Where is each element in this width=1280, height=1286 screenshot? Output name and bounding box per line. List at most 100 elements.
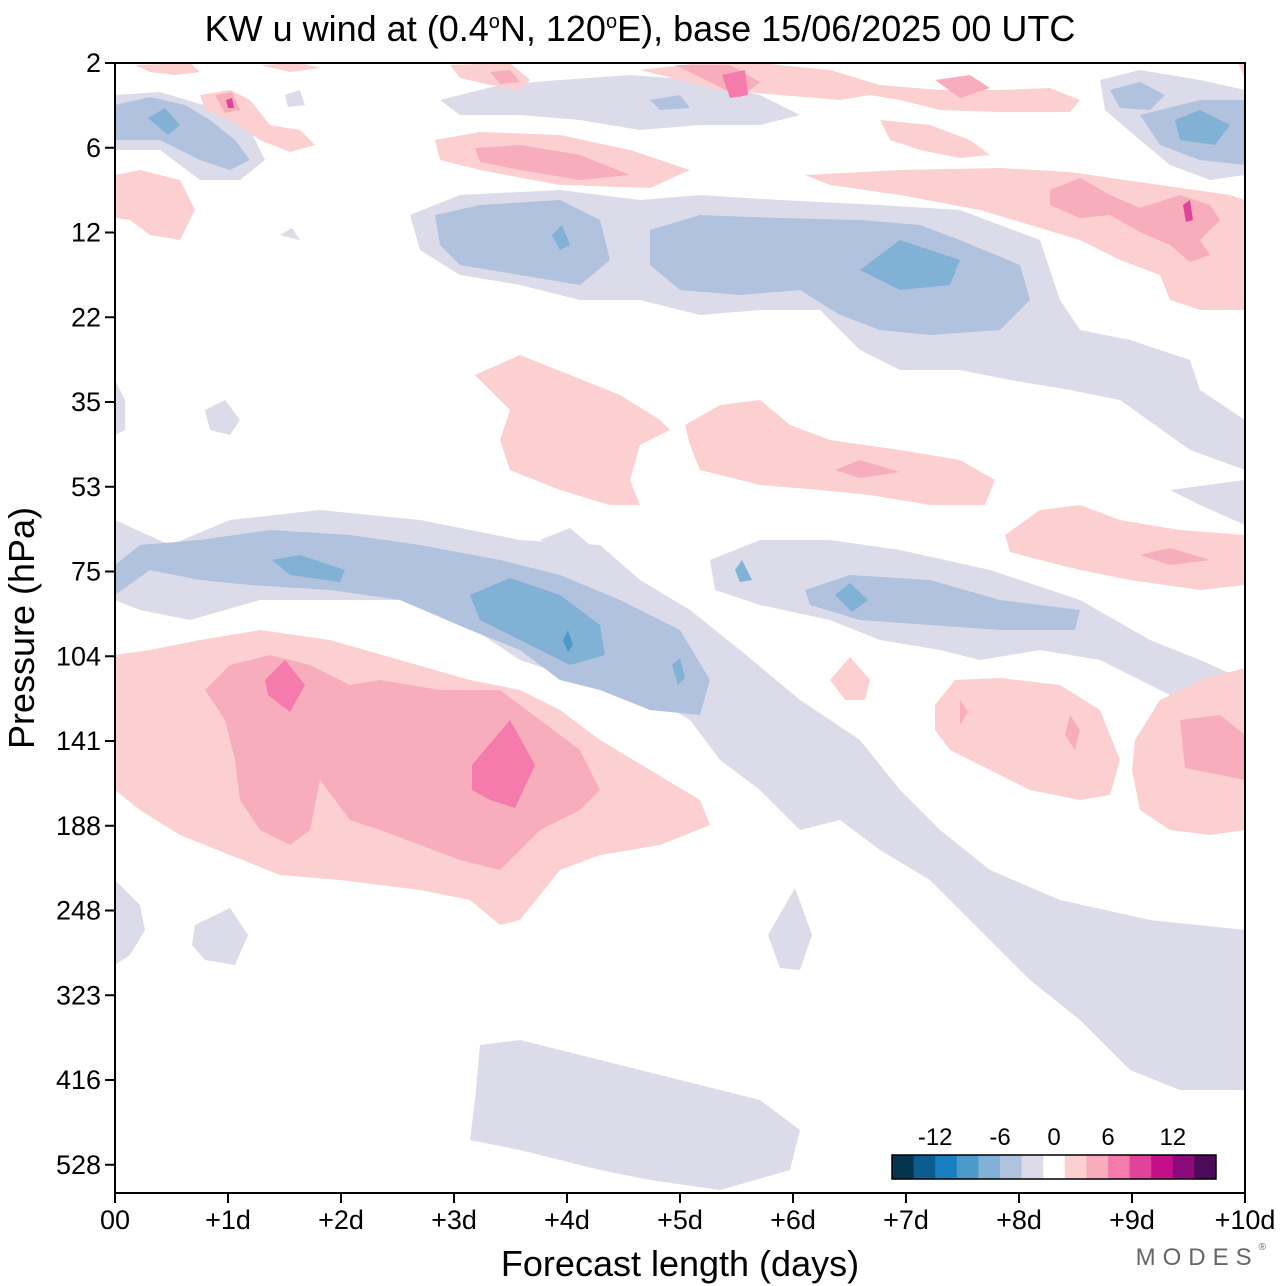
contour-pos-strong xyxy=(472,720,535,808)
contour-pos-weak xyxy=(1005,505,1245,590)
contour-pos-weak xyxy=(135,63,200,75)
contour-neg-weak xyxy=(470,1040,800,1190)
colorbar-swatch xyxy=(1194,1155,1217,1179)
contour-neg-weak xyxy=(410,190,1245,470)
colorbar-label: -12 xyxy=(918,1124,953,1151)
contour-pos-weak xyxy=(115,690,138,735)
y-tick-label: 6 xyxy=(86,133,101,163)
y-tick-label: 104 xyxy=(56,641,101,671)
contour-neg-weak xyxy=(1170,480,1245,525)
y-axis-label: Pressure (hPa) xyxy=(1,507,42,749)
colorbar-swatch xyxy=(1064,1155,1087,1179)
x-tick-label: 00 xyxy=(100,1205,130,1235)
contour-neg-strong xyxy=(735,560,752,582)
y-tick-label: 188 xyxy=(56,811,101,841)
x-tick-label: +8d xyxy=(996,1205,1042,1235)
contour-neg-strong xyxy=(563,630,573,652)
contour-pos-weak xyxy=(935,678,1120,800)
colorbar-legend: -12 -6 0 6 12 xyxy=(891,1124,1217,1180)
colorbar-swatch xyxy=(1086,1155,1109,1179)
colorbar-swatch xyxy=(892,1155,915,1179)
contour-pos-mid xyxy=(960,700,968,725)
contour-pos-weak xyxy=(115,170,195,240)
colorbar-swatch xyxy=(1151,1155,1174,1179)
contour-pos-mid xyxy=(935,75,990,98)
contour-neg-mid xyxy=(435,200,610,285)
y-tick-label: 141 xyxy=(56,726,101,756)
contour-neg-mid xyxy=(650,95,690,110)
contour-neg-mid xyxy=(650,215,1030,335)
x-tick-label: +1d xyxy=(205,1205,251,1235)
x-axis-label: Forecast length (days) xyxy=(501,1243,859,1284)
contour-pos-mid xyxy=(1065,715,1080,750)
contour-neg-mid xyxy=(115,97,250,170)
contour-pos-mid xyxy=(835,460,900,478)
y-axis: 2 6 12 22 35 53 75 104 141 188 248 323 416 528 xyxy=(56,48,115,1180)
y-tick-label: 528 xyxy=(56,1150,101,1180)
x-tick-label: +5d xyxy=(657,1205,703,1235)
colorbar-label: 6 xyxy=(1101,1124,1114,1151)
contour-layer xyxy=(115,63,1245,1190)
colorbar-swatch xyxy=(913,1155,936,1179)
contour-pos-weak xyxy=(1238,63,1245,78)
colorbar-swatch xyxy=(978,1155,1001,1179)
y-tick-label: 323 xyxy=(56,980,101,1010)
contour-pos-strong xyxy=(226,98,234,108)
y-tick-label: 12 xyxy=(71,218,101,248)
contour-pos-strong xyxy=(1183,200,1193,222)
colorbar-swatch xyxy=(1021,1155,1044,1179)
contour-neg-mid xyxy=(115,530,710,715)
colorbar-label: -6 xyxy=(989,1124,1010,1151)
y-tick-label: 75 xyxy=(71,557,101,587)
colorbar-swatch xyxy=(956,1155,979,1179)
colorbar-frame xyxy=(891,1154,1217,1180)
contour-neg-weak xyxy=(115,880,145,965)
y-tick-label: 416 xyxy=(56,1065,101,1095)
contour-neg-strong xyxy=(148,108,180,135)
x-axis: 00 +1d +2d +3d +4d +5d +6d +7d +8d +9d +10d xyxy=(100,1193,1275,1235)
contour-pos-mid xyxy=(1180,715,1245,780)
contour-neg-strong xyxy=(835,583,868,612)
contour-neg-strong xyxy=(552,225,570,250)
x-tick-label: +10d xyxy=(1215,1205,1276,1235)
contour-pos-mid xyxy=(490,70,520,84)
contour-pos-mid xyxy=(1050,178,1220,262)
contour-neg-weak xyxy=(205,400,240,435)
contour-pos-weak xyxy=(450,63,530,90)
contour-pos-strong xyxy=(265,660,305,712)
colorbar-swatch xyxy=(1043,1155,1066,1179)
contour-neg-mid xyxy=(805,575,1080,630)
x-tick-label: +3d xyxy=(431,1205,477,1235)
contour-neg-weak xyxy=(285,90,305,107)
y-tick-label: 53 xyxy=(71,472,101,502)
modes-logo: MODES® xyxy=(1135,1242,1266,1271)
x-tick-label: +4d xyxy=(544,1205,590,1235)
contour-neg-strong xyxy=(1175,110,1230,145)
contour-pos-weak xyxy=(685,400,995,505)
y-tick-label: 22 xyxy=(71,302,101,332)
x-tick-label: +6d xyxy=(770,1205,816,1235)
contour-pos-weak xyxy=(830,657,870,700)
contour-pos-weak xyxy=(880,120,990,158)
y-tick-label: 35 xyxy=(71,387,101,417)
contour-neg-strong xyxy=(272,555,345,582)
colorbar-swatch xyxy=(935,1155,958,1179)
contour-neg-strong xyxy=(672,658,685,685)
contour-pos-weak xyxy=(805,168,1245,310)
contour-pos-weak xyxy=(475,355,670,505)
contour-neg-weak xyxy=(440,75,800,130)
contour-neg-strong xyxy=(860,240,960,290)
contour-pos-mid xyxy=(1140,548,1210,565)
y-tick-label: 248 xyxy=(56,896,101,926)
contour-pos-strong xyxy=(722,70,748,98)
colorbar-swatch xyxy=(1172,1155,1195,1179)
contour-pos-mid xyxy=(475,145,630,180)
colorbar-label: 12 xyxy=(1159,1124,1186,1151)
x-tick-label: +2d xyxy=(318,1205,364,1235)
contour-neg-mid xyxy=(1110,82,1165,110)
chart-title: KW u wind at (0.4oN, 120oE), base 15/06/… xyxy=(204,8,1076,49)
colorbar-swatch xyxy=(1000,1155,1023,1179)
contour-neg-weak xyxy=(115,380,125,435)
colorbar-swatch xyxy=(1108,1155,1131,1179)
contour-pos-weak xyxy=(640,63,1080,112)
